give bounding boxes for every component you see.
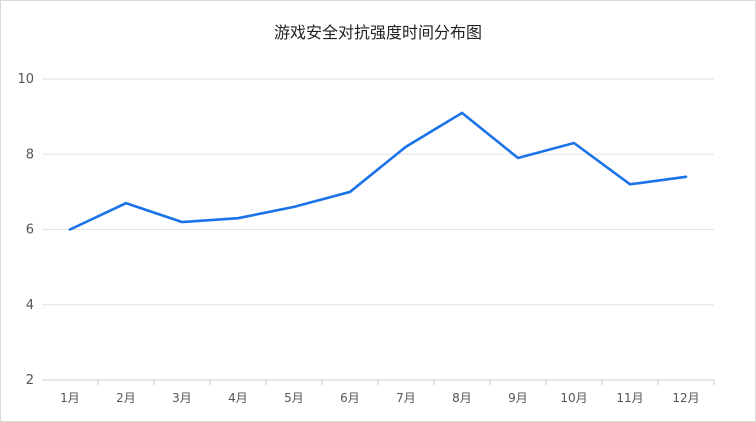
- x-tick-label: 12月: [672, 391, 699, 405]
- x-tick-label: 11月: [616, 391, 643, 405]
- y-tick-label: 2: [26, 373, 34, 388]
- y-tick-label: 6: [26, 223, 34, 238]
- x-tick-label: 10月: [560, 391, 587, 405]
- x-tick-label: 6月: [340, 391, 360, 405]
- chart-title: 游戏安全对抗强度时间分布图: [273, 23, 482, 42]
- x-tick-label: 2月: [116, 391, 136, 405]
- x-tick-label: 5月: [284, 391, 304, 405]
- x-tick-label: 9月: [508, 391, 528, 405]
- y-tick-label: 4: [26, 298, 34, 313]
- y-tick-label: 8: [26, 147, 34, 162]
- x-tick-label: 1月: [60, 391, 80, 405]
- x-tick-label: 4月: [228, 391, 248, 405]
- series-line: [68, 111, 688, 231]
- x-tick-label: 7月: [396, 391, 416, 405]
- x-tick-label: 3月: [172, 391, 192, 405]
- x-tick-label: 8月: [452, 391, 472, 405]
- y-tick-label: 10: [17, 72, 34, 87]
